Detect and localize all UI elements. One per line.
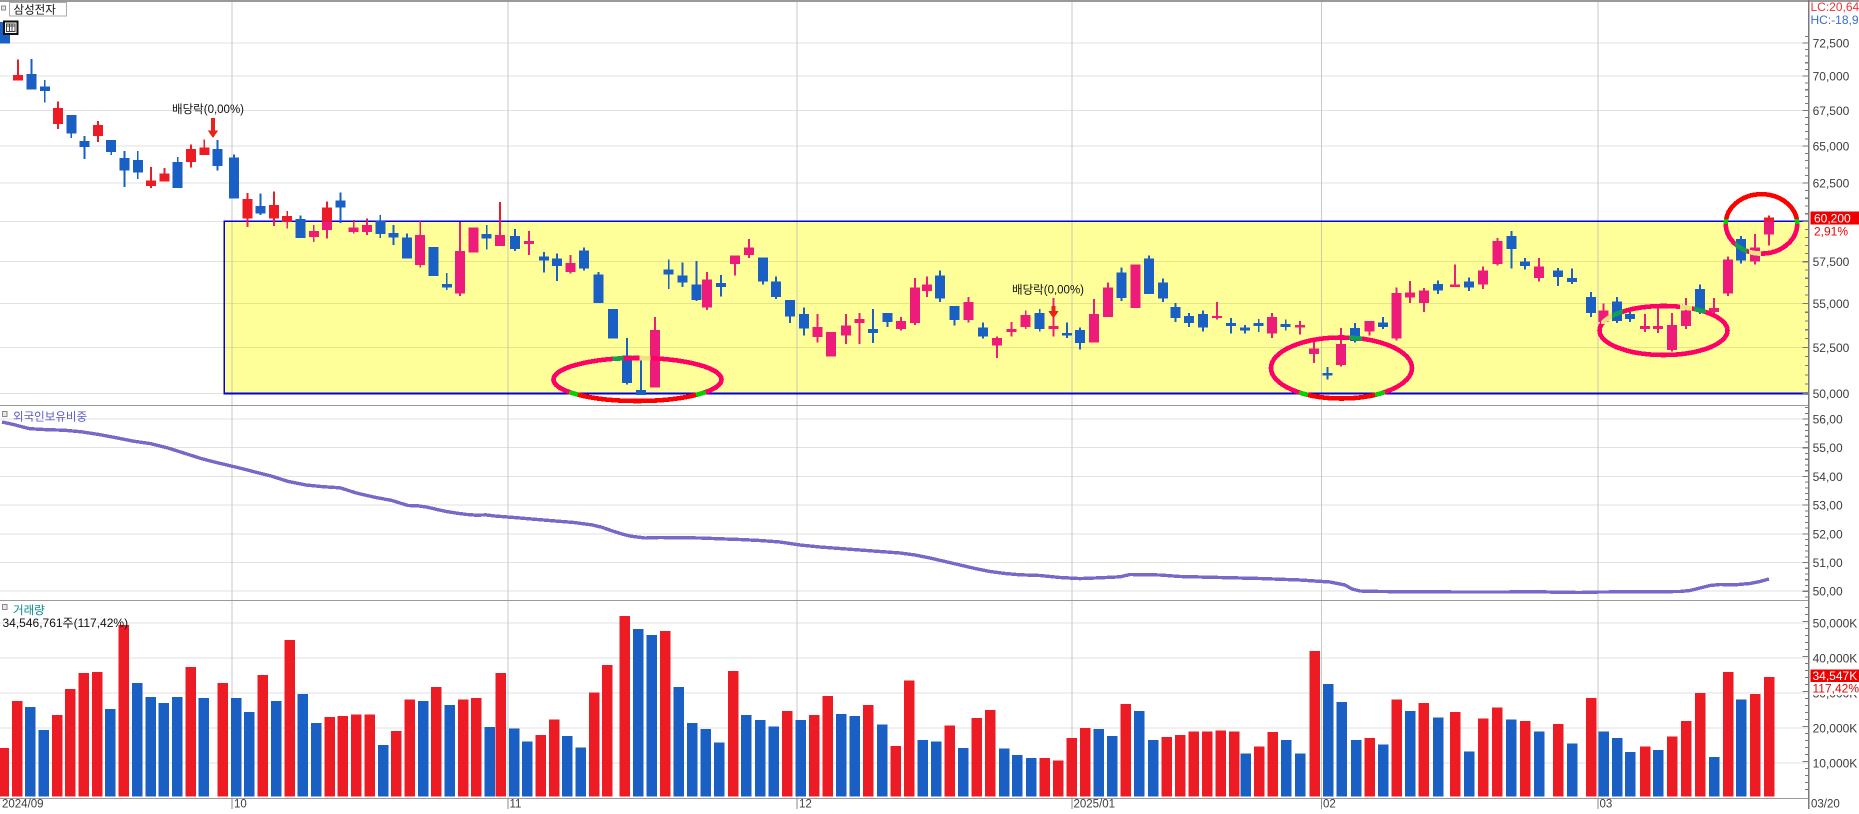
svg-text:2024/09: 2024/09 (2, 799, 44, 810)
svg-text:배당락(0,00%): 배당락(0,00%) (172, 103, 244, 116)
svg-text:03: 03 (1600, 799, 1613, 810)
svg-text:40,000K: 40,000K (1813, 652, 1858, 666)
svg-text:55,000: 55,000 (1813, 297, 1850, 311)
svg-text:55,00: 55,00 (1813, 441, 1843, 455)
svg-text:50,000K: 50,000K (1813, 617, 1858, 631)
svg-text:20,000K: 20,000K (1813, 722, 1858, 736)
svg-text:삼성전자: 삼성전자 (14, 4, 57, 17)
svg-text:51,00: 51,00 (1813, 556, 1843, 570)
svg-text:62,500: 62,500 (1813, 177, 1850, 191)
svg-text:65,000: 65,000 (1813, 140, 1850, 154)
svg-text:2025/01: 2025/01 (1074, 799, 1116, 810)
svg-text:57,500: 57,500 (1813, 255, 1850, 269)
svg-text:34,546,761주(117,42%): 34,546,761주(117,42%) (3, 616, 129, 630)
svg-text:72,500: 72,500 (1813, 37, 1850, 51)
svg-text:52,00: 52,00 (1813, 527, 1843, 541)
svg-text:67,500: 67,500 (1813, 104, 1850, 118)
svg-text:53,00: 53,00 (1813, 499, 1843, 513)
svg-text:02: 02 (1323, 799, 1336, 810)
svg-text:117,42%: 117,42% (1813, 682, 1859, 696)
svg-text:10: 10 (234, 799, 247, 810)
svg-text:52,500: 52,500 (1813, 341, 1850, 355)
svg-text:54,00: 54,00 (1813, 470, 1843, 484)
svg-text:03/20: 03/20 (1811, 799, 1840, 810)
svg-text:11: 11 (510, 799, 522, 810)
svg-text:외국인보유비중: 외국인보유비중 (13, 411, 87, 424)
svg-text:LC:20,64: LC:20,64 (1811, 0, 1859, 14)
svg-text:2,91%: 2,91% (1814, 225, 1848, 239)
svg-text:HC:-18,9: HC:-18,9 (1811, 13, 1859, 27)
svg-text:12: 12 (799, 799, 812, 810)
svg-text:60,200: 60,200 (1814, 211, 1851, 225)
svg-text:50,00: 50,00 (1813, 585, 1843, 599)
svg-text:배당락(0,00%): 배당락(0,00%) (1012, 284, 1084, 297)
svg-text:50,000: 50,000 (1813, 387, 1850, 401)
svg-text:70,000: 70,000 (1813, 70, 1850, 84)
svg-text:56,00: 56,00 (1813, 413, 1843, 427)
svg-text:10,000K: 10,000K (1813, 757, 1858, 771)
